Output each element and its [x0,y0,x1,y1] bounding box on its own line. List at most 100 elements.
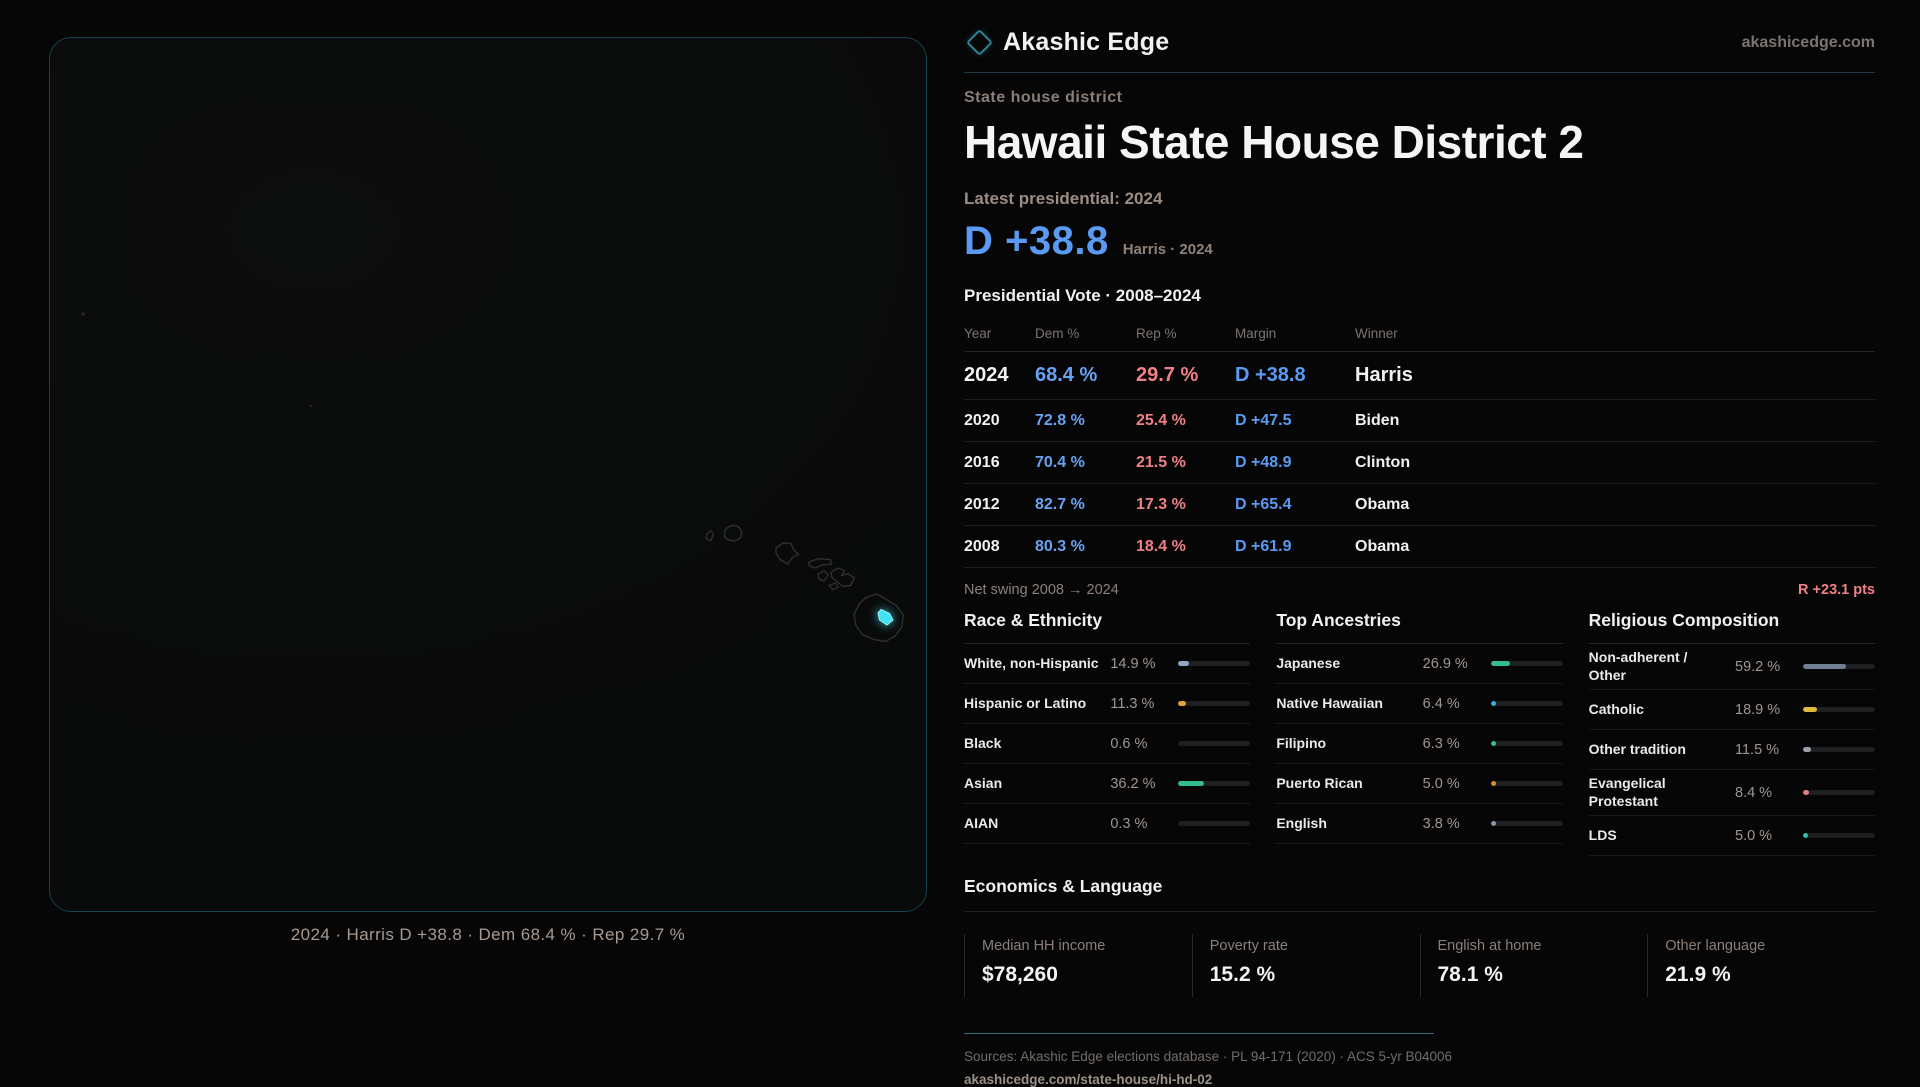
island-kauai [723,524,743,542]
cell-rep-pct: 29.7 % [1136,364,1199,386]
stat-label: Black [964,734,1002,751]
ancestries-title: Top Ancestries [1276,610,1563,644]
header-divider [964,72,1875,73]
ancestries-column: Top Ancestries Japanese 26.9 % Native Ha… [1276,610,1563,856]
stat-row: Native Hawaiian 6.4 % [1276,684,1563,724]
demographics-section: Race & Ethnicity White, non-Hispanic 14.… [964,610,1875,856]
latest-presidential-label: Latest presidential: 2024 [964,189,1163,208]
stat-bar [1178,661,1251,666]
island-kahoolawe [828,582,840,591]
presidential-vote-table: Year Dem % Rep % Margin Winner 2024 68.4… [964,320,1875,568]
stat-value: 6.4 % [1422,695,1460,712]
cell-winner: Clinton [1355,453,1411,471]
stat-card: Poverty rate 15.2 % [1191,934,1420,997]
table-row: 2020 72.8 % 25.4 % D +47.5 Biden [964,400,1875,442]
stat-card: English at home 78.1 % [1419,934,1648,997]
col-header-year: Year [964,326,992,341]
stat-row: Japanese 26.9 % [1276,644,1563,684]
net-swing-label: Net swing 2008 → 2024 [964,582,1119,598]
stat-bar [1803,664,1875,669]
map-islet-dot [309,404,313,408]
table-row: 2024 68.4 % 29.7 % D +38.8 Harris [964,352,1875,400]
stat-row: Asian 36.2 % [964,764,1251,804]
stat-card-label: English at home [1437,938,1542,954]
cell-margin: D +48.9 [1235,453,1292,471]
cell-margin: D +38.8 [1235,364,1306,386]
brand-header: Akashic Edge akashicedge.com [964,28,1875,57]
col-header-winner: Winner [1355,326,1398,341]
cell-rep-pct: 21.5 % [1136,453,1186,471]
stat-card-label: Poverty rate [1209,938,1288,954]
stat-label: Native Hawaiian [1276,694,1383,711]
stat-value: 0.6 % [1110,735,1148,752]
economics-cards: Median HH income $78,260 Poverty rate 15… [964,934,1875,997]
stat-label: Puerto Rican [1276,774,1363,791]
cell-margin: D +61.9 [1235,537,1292,555]
stat-row: Other tradition 11.5 % [1588,730,1875,770]
cell-margin: D +65.4 [1235,495,1292,513]
island-niihau [705,529,715,542]
stat-value: 6.3 % [1422,735,1460,752]
district-type-eyebrow: State house district [964,89,1123,106]
page-title: Hawaii State House District 2 [964,116,1584,168]
stat-row: White, non-Hispanic 14.9 % [964,644,1251,684]
district-highlight[interactable] [877,608,894,626]
island-maui [830,567,856,588]
district-map-panel [49,37,927,912]
island-molokai [808,558,833,569]
stat-bar [1803,707,1875,712]
stat-label: AIAN [964,814,999,831]
cell-year: 2012 [964,495,1000,513]
stat-row: AIAN 0.3 % [964,804,1251,844]
cell-rep-pct: 18.4 % [1136,537,1186,555]
table-row: 2012 82.7 % 17.3 % D +65.4 Obama [964,484,1875,526]
stat-bar [1178,701,1251,706]
cell-margin: D +47.5 [1235,411,1292,429]
stat-row: Catholic 18.9 % [1588,690,1875,730]
net-swing-row: Net swing 2008 → 2024 R +23.1 pts [964,568,1875,600]
stat-label: Filipino [1276,734,1327,751]
cell-winner: Biden [1355,411,1400,429]
stat-label: Hispanic or Latino [964,694,1087,711]
headline-margin-detail: Harris · 2024 [1122,241,1213,258]
stat-value: 59.2 % [1735,658,1781,675]
economics-divider [964,911,1875,912]
net-swing-value: R +23.1 pts [1798,582,1875,598]
cell-year: 2016 [964,453,1000,471]
stat-card: Other language 21.9 % [1647,934,1875,997]
headline-margin: D +38.8 Harris · 2024 [964,219,1875,264]
cell-dem-pct: 72.8 % [1035,411,1085,429]
religion-title: Religious Composition [1588,610,1875,644]
cell-rep-pct: 17.3 % [1136,495,1186,513]
stat-label: Evangelical Protestant [1588,775,1666,809]
stat-bar [1490,701,1563,706]
stat-value: 3.8 % [1422,815,1460,832]
stat-label: LDS [1588,826,1617,843]
stat-card-value: 15.2 % [1209,963,1276,986]
stat-bar [1490,821,1563,826]
col-header-margin: Margin [1235,326,1277,341]
cell-winner: Obama [1355,537,1410,555]
stat-row: Evangelical Protestant 8.4 % [1588,770,1875,816]
economics-title: Economics & Language [964,876,1163,896]
religion-column: Religious Composition Non-adherent / Oth… [1588,610,1875,856]
stat-row: Non-adherent / Other 59.2 % [1588,644,1875,690]
map-islet-dot [81,312,85,316]
sources-text: Sources: Akashic Edge elections database… [964,1049,1453,1064]
stat-value: 11.3 % [1110,695,1155,712]
stat-bar [1178,821,1251,826]
stat-bar [1178,741,1251,746]
stat-label: Japanese [1276,654,1341,671]
island-hawaii [853,593,905,643]
stat-bar [1803,833,1875,838]
stat-card-label: Median HH income [982,938,1106,954]
cell-dem-pct: 80.3 % [1035,537,1085,555]
stat-value: 5.0 % [1735,827,1773,844]
table-header-row: Year Dem % Rep % Margin Winner [964,320,1875,352]
brand-name: Akashic Edge [1003,28,1170,56]
race-ethnicity-column: Race & Ethnicity White, non-Hispanic 14.… [964,610,1251,856]
stat-bar [1803,747,1875,752]
brand-domain-link[interactable]: akashicedge.com [1741,33,1875,51]
stat-value: 8.4 % [1735,784,1773,801]
island-lanai [817,570,829,582]
